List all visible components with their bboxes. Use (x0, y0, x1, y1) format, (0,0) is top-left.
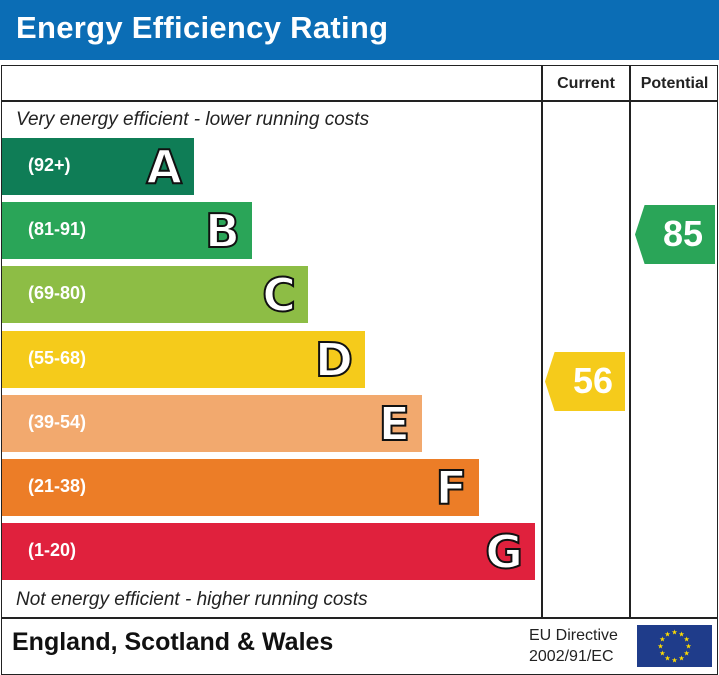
divider (541, 65, 543, 618)
header-bar (0, 0, 719, 60)
band-range: (55-68) (28, 348, 87, 368)
star-icon: ★ (678, 655, 684, 663)
potential-rating-value: 85 (662, 213, 703, 254)
directive-label: EU Directive (529, 627, 618, 644)
band-range: (92+) (28, 155, 71, 175)
rating-bar-b: (81-91) B (2, 202, 252, 259)
star-icon: ★ (683, 650, 689, 658)
band-letter: A (145, 139, 183, 195)
band-letter: C (261, 267, 297, 323)
band-range: (81-91) (28, 219, 87, 239)
star-icon: ★ (685, 643, 691, 651)
band-letter: B (204, 203, 241, 259)
band-letter: D (314, 332, 354, 388)
rating-bar-e: (39-54) E (2, 395, 422, 452)
band-letter: G (484, 524, 524, 580)
star-icon: ★ (664, 630, 670, 638)
rating-bar-a: (92+) A (2, 138, 194, 195)
star-icon: ★ (683, 636, 689, 644)
current-header: Current (557, 75, 615, 92)
rating-bar-g: (1-20) G (2, 523, 535, 580)
eu-flag-icon: ★ ★★★★★★★★★★★ (637, 625, 712, 667)
star-icon: ★ (678, 630, 684, 638)
top-note: Very energy efficient - lower running co… (16, 109, 370, 130)
potential-rating-arrow: 85 (635, 205, 715, 264)
star-icon: ★ (671, 629, 677, 637)
divider (1, 617, 718, 619)
divider (1, 100, 718, 102)
bottom-note: Not energy efficient - higher running co… (16, 589, 368, 610)
country-label: England, Scotland & Wales (12, 628, 334, 656)
band-range: (39-54) (28, 412, 87, 432)
rating-bar-f: (21-38) F (2, 459, 479, 516)
star-icon: ★ (659, 650, 665, 658)
rating-bar-d: (55-68) D (2, 331, 365, 388)
star-icon: ★ (657, 643, 663, 651)
band-range: (1-20) (28, 540, 77, 560)
star-icon: ★ (659, 636, 665, 644)
band-range: (21-38) (28, 476, 87, 496)
star-icon: ★ (671, 657, 677, 665)
band-range: (69-80) (28, 283, 87, 303)
current-rating-value: 56 (572, 360, 613, 401)
potential-header: Potential (640, 75, 709, 92)
star-icon: ★ (664, 655, 670, 663)
current-rating-arrow: 56 (545, 352, 625, 411)
divider (629, 65, 631, 618)
band-letter: F (435, 460, 468, 516)
band-letter: E (378, 396, 411, 452)
directive-number: 2002/91/EC (529, 648, 614, 665)
rating-bar-c: (69-80) C (2, 266, 308, 323)
chart-title: Energy Efficiency Rating (16, 10, 389, 45)
